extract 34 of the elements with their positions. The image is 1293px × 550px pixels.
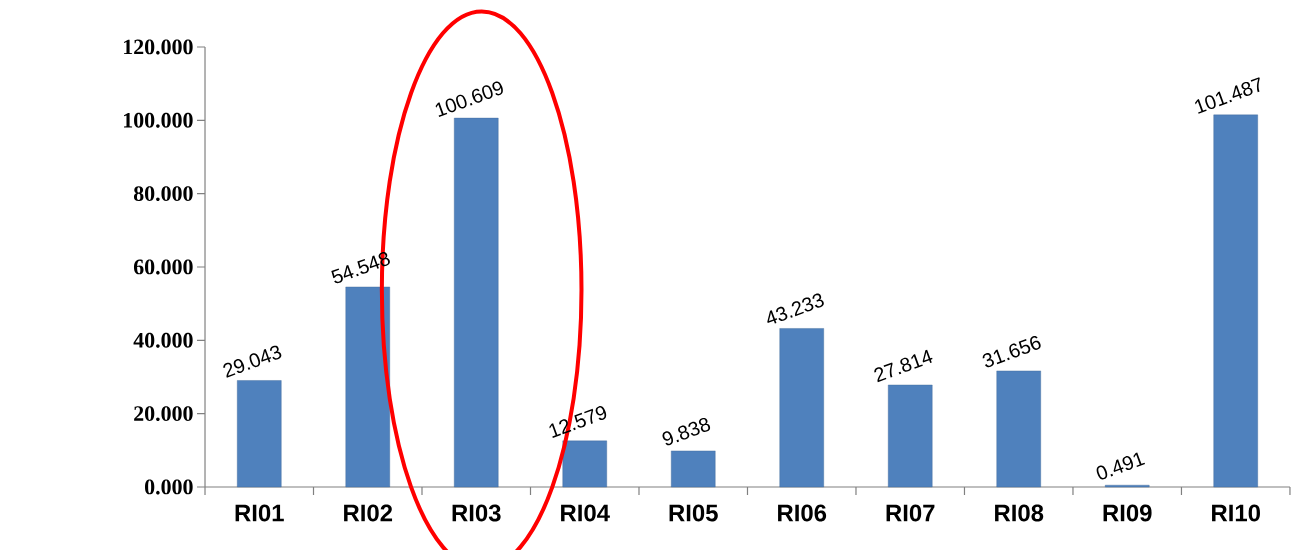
data-label: 9.838 bbox=[662, 417, 711, 446]
y-tick-label: 60.000 bbox=[133, 259, 193, 275]
data-label: 54.548 bbox=[331, 252, 390, 284]
data-label: 31.656 bbox=[982, 335, 1041, 368]
data-label: 43.233 bbox=[767, 293, 824, 324]
x-tick-label: RI06 bbox=[778, 504, 827, 522]
y-tick-label: 120.000 bbox=[124, 39, 193, 55]
data-label: 12.579 bbox=[549, 406, 607, 438]
y-tick-label: 40.000 bbox=[133, 332, 193, 348]
bar bbox=[996, 370, 1041, 488]
bar bbox=[237, 380, 282, 488]
y-tick-label: 0.000 bbox=[145, 479, 193, 495]
bar bbox=[671, 450, 716, 488]
bar bbox=[888, 384, 933, 488]
x-tick-label: RI01 bbox=[235, 504, 284, 522]
data-label: 0.491 bbox=[1096, 452, 1146, 480]
y-tick-label: 20.000 bbox=[134, 406, 193, 422]
y-tick-label: 80.000 bbox=[133, 186, 193, 202]
bar bbox=[1213, 114, 1258, 488]
x-tick-label: RI10 bbox=[1212, 504, 1260, 522]
bar bbox=[454, 117, 499, 488]
bar bbox=[345, 286, 390, 488]
x-tick-label: RI03 bbox=[452, 504, 501, 522]
x-tick-label: RI09 bbox=[1103, 504, 1152, 522]
y-tick-label: 100.000 bbox=[124, 112, 193, 128]
x-tick-label: RI05 bbox=[669, 504, 718, 522]
x-tick-label: RI07 bbox=[886, 504, 935, 522]
x-tick-label: RI08 bbox=[995, 504, 1044, 522]
bar bbox=[562, 440, 607, 488]
x-tick-label: RI04 bbox=[561, 504, 610, 522]
data-label: 29.043 bbox=[223, 345, 282, 378]
data-label: 27.814 bbox=[874, 349, 933, 383]
bar bbox=[779, 328, 824, 488]
x-tick-label: RI02 bbox=[344, 504, 393, 522]
